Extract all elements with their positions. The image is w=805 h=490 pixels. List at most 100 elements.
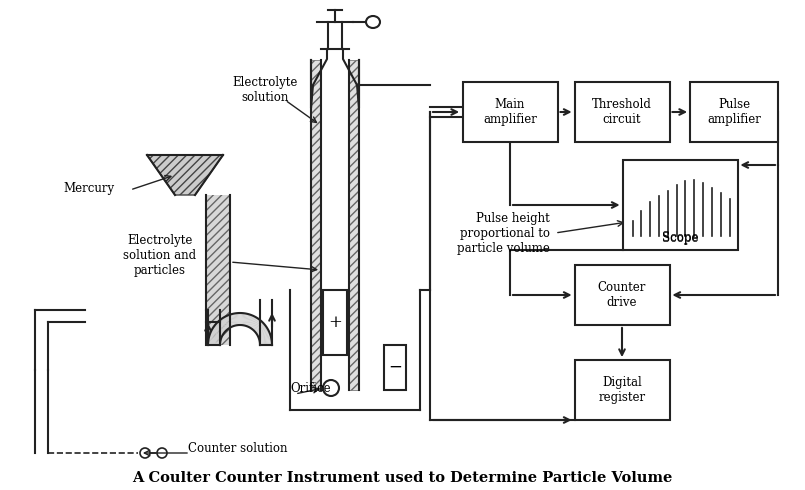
Text: Electrolyte
solution and
particles: Electrolyte solution and particles: [123, 234, 196, 276]
Text: Main
amplifier: Main amplifier: [483, 98, 537, 126]
Polygon shape: [213, 328, 223, 335]
Ellipse shape: [366, 16, 380, 28]
Bar: [384, 345, 406, 390]
Polygon shape: [215, 324, 225, 333]
Polygon shape: [250, 317, 256, 328]
Polygon shape: [260, 343, 272, 345]
Polygon shape: [234, 313, 237, 325]
Polygon shape: [236, 313, 238, 325]
Polygon shape: [245, 314, 248, 326]
Polygon shape: [213, 326, 224, 334]
Polygon shape: [260, 343, 272, 344]
Polygon shape: [259, 336, 271, 340]
Polygon shape: [229, 315, 234, 326]
Polygon shape: [250, 318, 258, 328]
Polygon shape: [221, 318, 229, 329]
Polygon shape: [247, 315, 253, 327]
Polygon shape: [230, 314, 235, 326]
Bar: [575, 82, 670, 142]
Polygon shape: [253, 320, 262, 330]
Text: −: −: [388, 359, 402, 376]
Polygon shape: [227, 315, 233, 327]
Polygon shape: [239, 313, 241, 325]
Polygon shape: [259, 335, 270, 340]
Text: Counter solution: Counter solution: [188, 441, 287, 455]
Polygon shape: [243, 313, 246, 325]
Text: Mercury: Mercury: [64, 181, 115, 195]
Text: A Coulter Counter Instrument used to Determine Particle Volume: A Coulter Counter Instrument used to Det…: [132, 471, 673, 485]
Polygon shape: [245, 314, 250, 326]
Polygon shape: [242, 313, 243, 325]
Polygon shape: [208, 343, 220, 345]
Text: Pulse
amplifier: Pulse amplifier: [707, 98, 761, 126]
Polygon shape: [209, 334, 221, 339]
Polygon shape: [222, 318, 229, 328]
Polygon shape: [246, 315, 252, 326]
Text: Scope: Scope: [662, 231, 698, 245]
Polygon shape: [218, 320, 227, 330]
Bar: [622, 160, 737, 250]
Text: Pulse height
proportional to
particle volume: Pulse height proportional to particle vo…: [457, 212, 550, 254]
Bar: [311, 60, 321, 390]
Text: Electrolyte
solution: Electrolyte solution: [233, 76, 298, 104]
Polygon shape: [216, 323, 225, 332]
Bar: [463, 82, 558, 142]
Bar: [349, 60, 359, 390]
Polygon shape: [208, 339, 221, 342]
Bar: [206, 195, 230, 345]
Bar: [323, 290, 347, 355]
Polygon shape: [257, 327, 267, 335]
Polygon shape: [225, 316, 231, 327]
Polygon shape: [213, 327, 224, 335]
Polygon shape: [251, 319, 259, 329]
Bar: [321, 60, 349, 390]
Polygon shape: [221, 319, 229, 329]
Polygon shape: [244, 314, 247, 325]
Polygon shape: [241, 313, 242, 325]
Bar: [690, 82, 778, 142]
Bar: [575, 360, 670, 420]
Polygon shape: [209, 336, 221, 340]
Polygon shape: [214, 325, 225, 333]
Polygon shape: [260, 341, 272, 343]
Polygon shape: [232, 314, 236, 326]
Text: +: +: [328, 314, 342, 331]
Polygon shape: [251, 318, 258, 329]
Polygon shape: [226, 316, 232, 327]
Text: Counter
drive: Counter drive: [598, 281, 646, 309]
Polygon shape: [258, 329, 268, 336]
Polygon shape: [217, 322, 226, 331]
Polygon shape: [211, 330, 222, 337]
Polygon shape: [258, 333, 270, 338]
Text: Scope: Scope: [662, 231, 698, 244]
Polygon shape: [208, 338, 221, 341]
Polygon shape: [210, 333, 221, 338]
Polygon shape: [256, 325, 266, 333]
Polygon shape: [233, 314, 237, 325]
Polygon shape: [246, 315, 250, 326]
Polygon shape: [256, 326, 266, 334]
Polygon shape: [238, 313, 240, 325]
Bar: [575, 265, 670, 325]
Polygon shape: [228, 315, 233, 326]
Polygon shape: [242, 313, 245, 325]
Polygon shape: [252, 319, 261, 330]
Polygon shape: [217, 321, 226, 331]
Polygon shape: [254, 321, 262, 331]
Polygon shape: [209, 335, 221, 340]
Polygon shape: [212, 329, 223, 336]
Polygon shape: [254, 322, 263, 331]
Polygon shape: [259, 339, 271, 342]
Polygon shape: [260, 340, 272, 343]
Polygon shape: [208, 341, 220, 343]
Text: Threshold
circuit: Threshold circuit: [592, 98, 652, 126]
Polygon shape: [224, 317, 230, 328]
Polygon shape: [210, 331, 222, 337]
Polygon shape: [255, 324, 265, 333]
Polygon shape: [208, 340, 221, 343]
Polygon shape: [249, 316, 255, 327]
Polygon shape: [258, 334, 270, 339]
Polygon shape: [254, 323, 264, 332]
Polygon shape: [259, 338, 271, 341]
Polygon shape: [258, 331, 270, 337]
